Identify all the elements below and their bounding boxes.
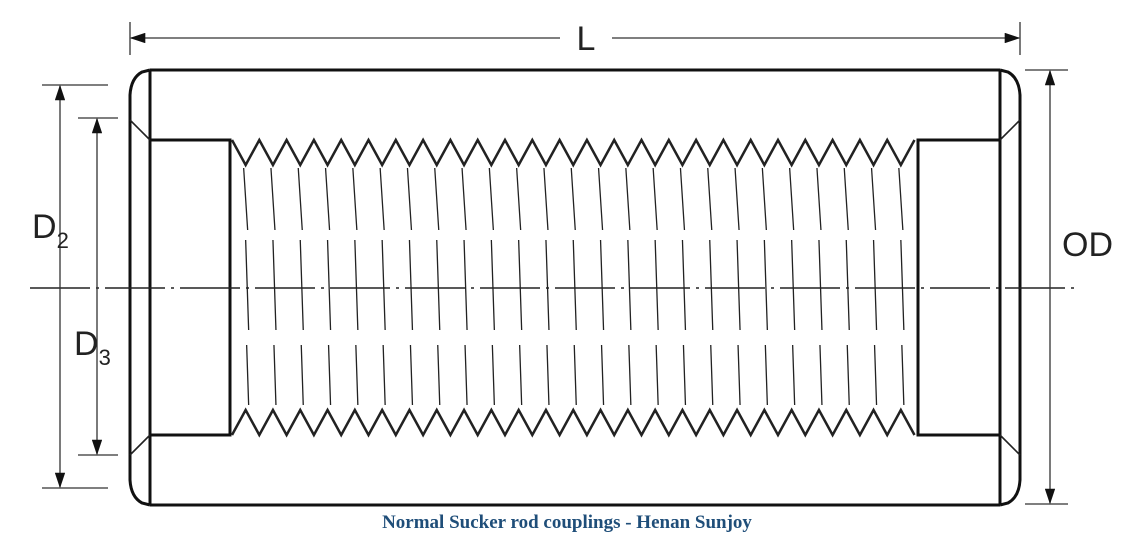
thread-lines <box>243 167 905 406</box>
d3-label: D3 <box>74 325 111 370</box>
d2-main: D <box>32 208 57 246</box>
od-label: OD <box>1062 226 1113 264</box>
d3-sub: 3 <box>99 345 111 370</box>
threads <box>230 137 916 438</box>
d3-main: D <box>74 325 99 363</box>
length-dimension: L <box>129 20 1021 58</box>
d2-label: D2 <box>32 208 69 253</box>
length-label: L <box>577 20 596 58</box>
caption: Normal Sucker rod couplings - Henan Sunj… <box>382 512 752 533</box>
thread-crest-top <box>230 137 916 168</box>
d2-sub: 2 <box>57 228 69 253</box>
d3-dimension: D3 <box>74 117 118 456</box>
od-dimension: OD <box>1025 69 1113 505</box>
thread-crest-bottom <box>230 407 916 438</box>
d2-dimension: D2 <box>32 84 108 489</box>
